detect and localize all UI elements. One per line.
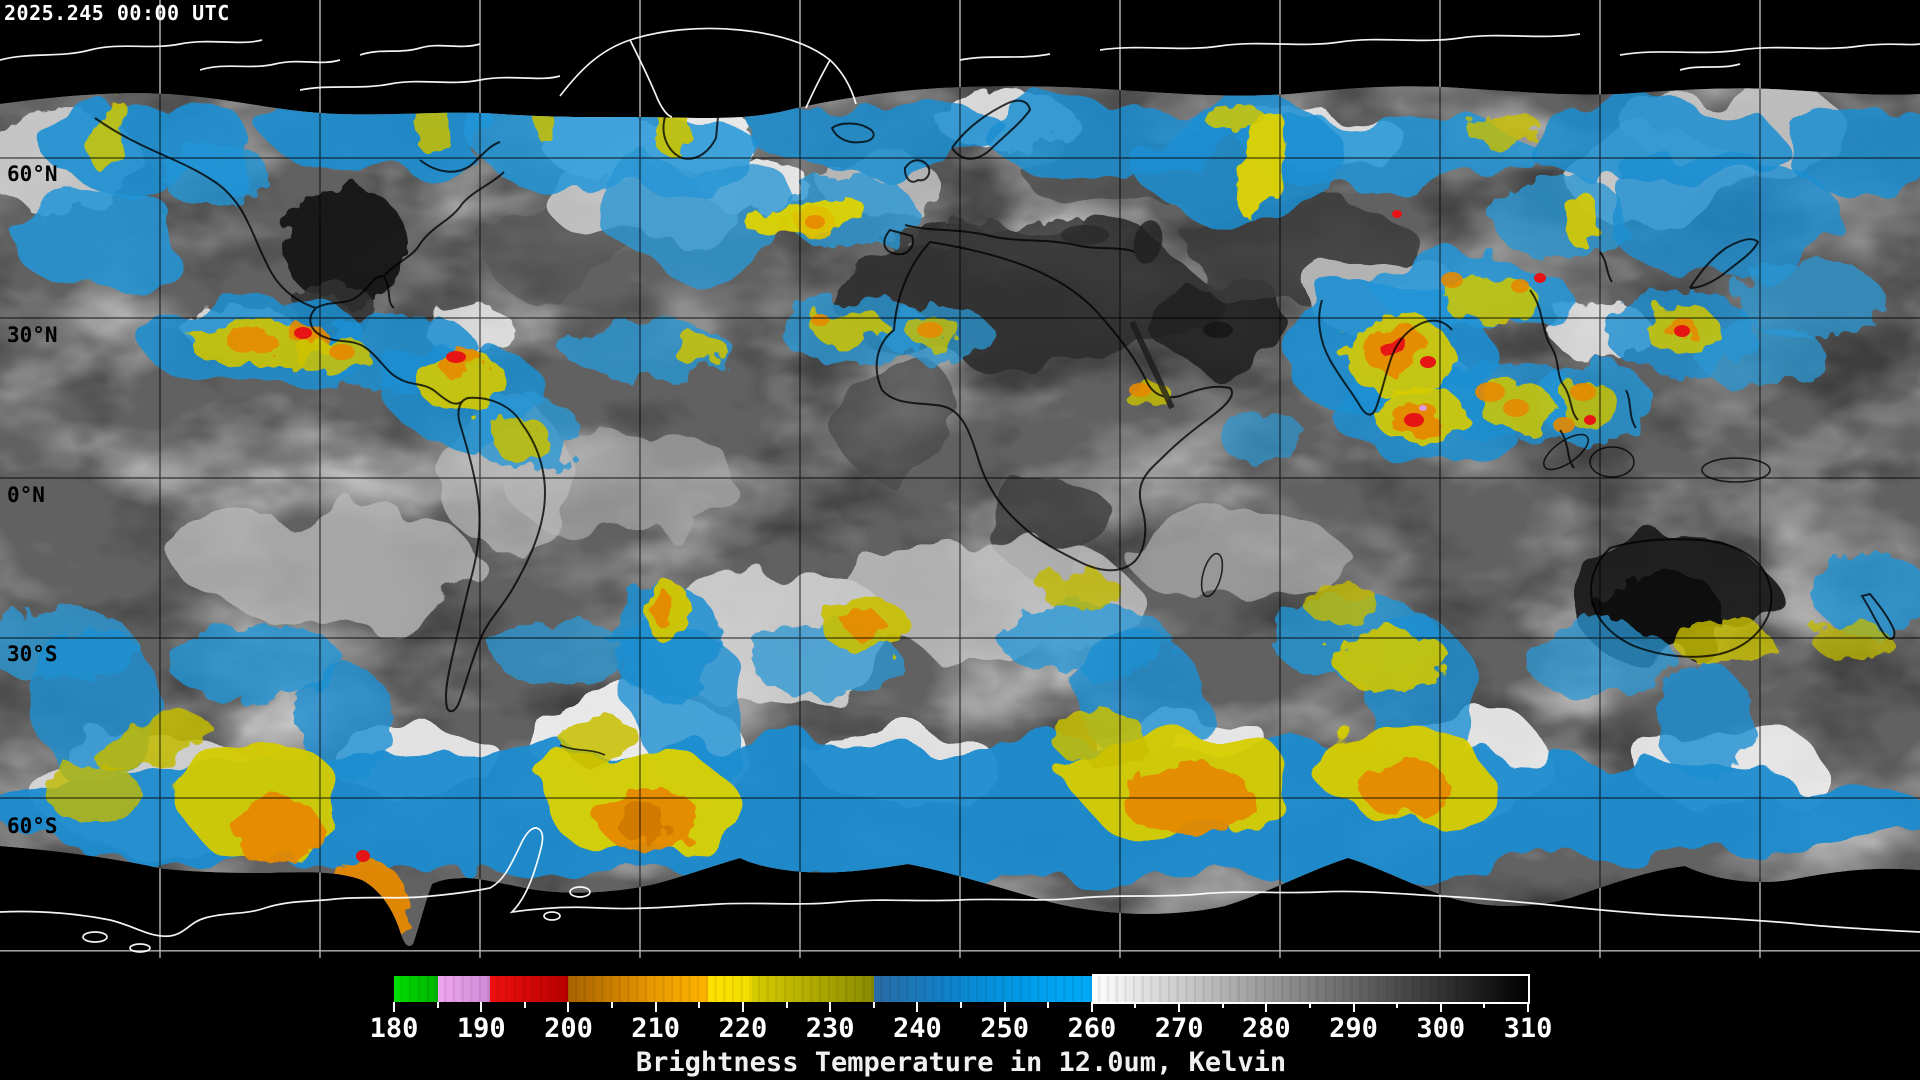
colorbar-seg-olive — [751, 976, 874, 1002]
colorbar-title: Brightness Temperature in 12.0um, Kelvin — [635, 1047, 1287, 1078]
lat-label-60n: 60°N — [7, 162, 58, 186]
colorbar-tick-mark — [872, 1002, 875, 1008]
colorbar-tick-mark — [1265, 1002, 1268, 1012]
colorbar-tick-mark — [1221, 1002, 1224, 1008]
warm-surface-layer — [283, 125, 1777, 662]
colorbar-tick-label: 260 — [1067, 1013, 1117, 1044]
colorbar-seg-blue — [873, 976, 1092, 1002]
colorbar-tick-mark — [1352, 1002, 1355, 1012]
colorbar-seg-orange — [568, 976, 708, 1002]
colorbar-seg-plum — [437, 976, 490, 1002]
colorbar-tick-label: 230 — [805, 1013, 855, 1044]
colorbar-tick-mark — [1047, 1002, 1050, 1008]
colorbar-tick-label: 280 — [1241, 1013, 1291, 1044]
map-bottom-frame — [0, 950, 1920, 952]
colorbar-seg-red — [489, 976, 569, 1002]
colorbar-tick-label: 250 — [980, 1013, 1029, 1044]
timestamp: 2025.245 00:00 UTC — [4, 1, 230, 25]
lat-label-60s: 60°S — [7, 814, 58, 838]
colorbar-tick-label: 200 — [544, 1013, 593, 1044]
colorbar-tick-mark — [567, 1002, 570, 1012]
orange-core-layer — [226, 215, 1697, 946]
colorbar-tick-mark — [960, 1002, 962, 1008]
colorbar-tick-mark — [480, 1002, 483, 1012]
colorbar-tick-mark — [1439, 1002, 1442, 1012]
lat-label-30n: 30°N — [7, 323, 58, 347]
colorbar-tick-mark — [698, 1002, 701, 1008]
colorbar: 180 190 200 210 220 230 240 250 260 270 … — [370, 974, 1552, 1044]
data-layer — [0, 86, 1920, 946]
colorbar-tick-mark — [654, 1002, 657, 1012]
colorbar-tick-mark — [1527, 1002, 1529, 1012]
colorbar-tick-mark — [829, 1002, 832, 1012]
graticule-data — [0, 86, 1920, 946]
global-ir-composite-map — [0, 0, 1920, 958]
colorbar-tick-label: 310 — [1503, 1013, 1553, 1044]
colorbar-tick-label: 290 — [1329, 1013, 1378, 1044]
colorbar-tick-mark — [1308, 1002, 1311, 1008]
colorbar-tick-label: 190 — [456, 1013, 506, 1044]
void-coastlines — [0, 27, 1920, 953]
lat-label-0n: 0°N — [7, 483, 45, 507]
colorbar-tick-label: 300 — [1416, 1013, 1466, 1044]
colorbar-tick-mark — [1396, 1002, 1399, 1008]
colorbar-tick-label: 180 — [369, 1013, 419, 1044]
colorbar-seg-yellow — [708, 976, 752, 1002]
colorbar-tick-mark — [1134, 1002, 1137, 1008]
colorbar-tick-mark — [1003, 1002, 1006, 1012]
colorbar-gradient — [394, 974, 1530, 1004]
colorbar-tick-mark — [436, 1002, 439, 1008]
colorbar-tick-mark — [393, 1002, 395, 1012]
colorbar-tick-label: 240 — [892, 1013, 942, 1044]
lat-label-30s: 30°S — [7, 642, 58, 666]
colorbar-tick-mark — [916, 1002, 919, 1012]
colorbar-tick-mark — [523, 1002, 526, 1008]
colorbar-tick-mark — [741, 1002, 744, 1012]
coastlines — [94, 99, 1896, 756]
colorbar-tick-label: 210 — [631, 1013, 681, 1044]
colorbar-tick-mark — [1090, 1002, 1093, 1012]
colorbar-tick-label: 270 — [1154, 1013, 1204, 1044]
colorbar-tick-mark — [1178, 1002, 1181, 1012]
colorbar-tick-label: 220 — [718, 1013, 768, 1044]
colorbar-tick-mark — [1483, 1002, 1486, 1008]
colorbar-ticks — [393, 1002, 1529, 1014]
colorbar-tick-mark — [611, 1002, 614, 1008]
colorbar-seg-green — [394, 976, 438, 1002]
colorbar-seg-gray — [1091, 976, 1528, 1002]
colorbar-step-texture — [394, 976, 1528, 1002]
colorbar-tick-mark — [785, 1002, 788, 1008]
